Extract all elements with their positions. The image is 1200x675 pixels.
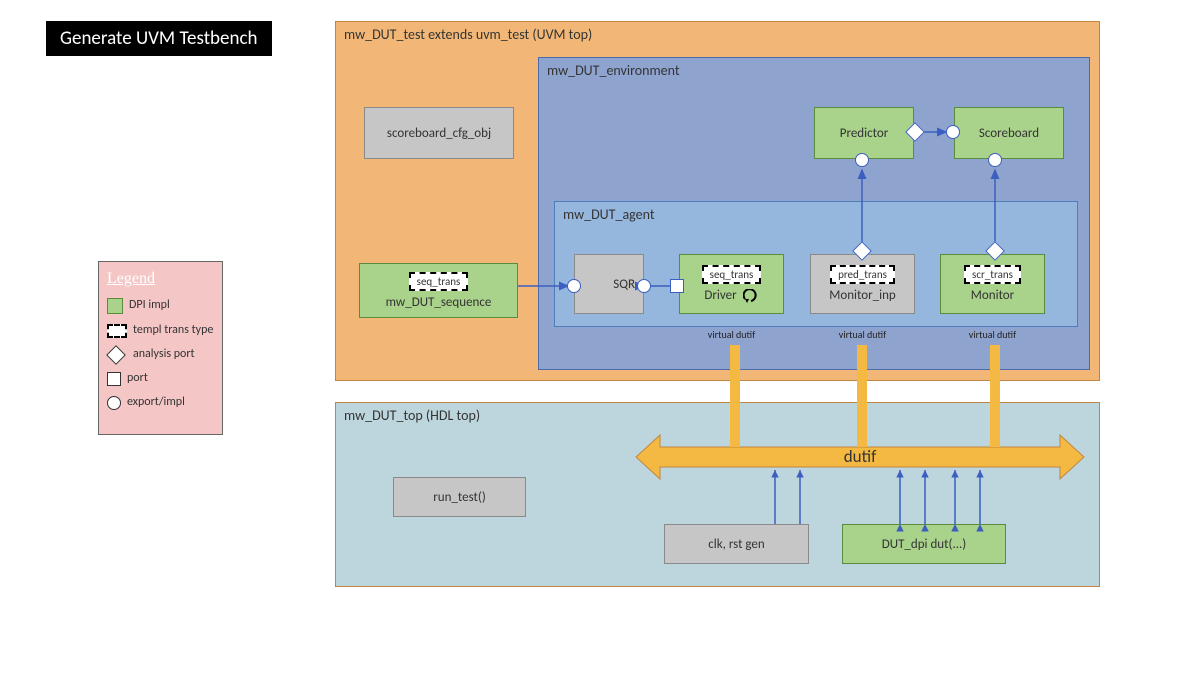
legend-square-icon xyxy=(107,372,121,386)
sqr-box: SQR xyxy=(574,254,644,314)
legend-dpi: DPI impl xyxy=(107,298,214,314)
sqr-label: SQR xyxy=(613,277,635,292)
predictor-box: Predictor xyxy=(814,107,914,159)
monitor-inp-trans: pred_trans xyxy=(830,265,895,284)
sqr-right-port xyxy=(637,279,651,293)
predictor-label: Predictor xyxy=(840,126,888,141)
monitor-inp-vif: virtual dutif xyxy=(810,328,915,341)
legend-dpi-label: DPI impl xyxy=(129,299,170,312)
legend-title: Legend xyxy=(107,270,214,288)
monitor-inp-box: pred_trans Monitor_inp xyxy=(810,254,915,314)
sqr-export-port xyxy=(567,279,581,293)
legend-circle-icon xyxy=(107,396,121,410)
legend-templ: templ trans type xyxy=(107,324,214,338)
monitor-trans: scr_trans xyxy=(964,265,1021,284)
scoreboard-cfg-box: scoreboard_cfg_obj xyxy=(364,107,514,159)
sequence-label: mw_DUT_sequence xyxy=(386,295,492,310)
driver-port xyxy=(670,279,684,293)
monitor-label: Monitor xyxy=(971,288,1014,303)
legend-dash-icon xyxy=(107,324,127,338)
env-label: mw_DUT_environment xyxy=(539,58,1089,83)
scoreboard-label: Scoreboard xyxy=(979,126,1039,141)
monitor-inp-label: Monitor_inp xyxy=(829,288,896,303)
scoreboard-export-bottom xyxy=(988,153,1002,167)
legend-green-icon xyxy=(107,298,123,314)
run-test-label: run_test() xyxy=(433,490,486,505)
legend-export-label: export/impl xyxy=(127,396,185,409)
legend-diamond-icon xyxy=(106,345,126,365)
driver-box: seq_trans Driver xyxy=(679,254,784,314)
legend-export: export/impl xyxy=(107,396,214,410)
run-test-box: run_test() xyxy=(393,477,526,517)
driver-vif: virtual dutif xyxy=(679,328,784,341)
dut-box: DUT_dpi dut(...) xyxy=(842,524,1006,564)
scoreboard-export-left xyxy=(946,125,960,139)
legend-analysis: analysis port xyxy=(107,348,214,362)
driver-loop-icon xyxy=(743,289,759,303)
uvm-top-label: mw_DUT_test extends uvm_test (UVM top) xyxy=(336,22,1099,47)
predictor-export-bottom xyxy=(855,153,869,167)
monitor-box: scr_trans Monitor xyxy=(940,254,1045,314)
legend-analysis-label: analysis port xyxy=(133,348,195,361)
driver-trans: seq_trans xyxy=(702,265,762,284)
dut-label: DUT_dpi dut(...) xyxy=(882,537,966,552)
monitor-vif: virtual dutif xyxy=(940,328,1045,341)
sequence-trans: seq_trans xyxy=(409,272,469,291)
scoreboard-box: Scoreboard xyxy=(954,107,1064,159)
sequence-box: seq_trans mw_DUT_sequence xyxy=(359,263,518,318)
clk-rst-label: clk, rst gen xyxy=(708,537,764,552)
page-title: Generate UVM Testbench xyxy=(46,21,272,56)
scoreboard-cfg-label: scoreboard_cfg_obj xyxy=(387,126,491,141)
legend-templ-label: templ trans type xyxy=(133,324,213,337)
hdl-top-label: mw_DUT_top (HDL top) xyxy=(336,403,1099,428)
legend-port-label: port xyxy=(127,372,148,385)
legend-port: port xyxy=(107,372,214,386)
agent-label: mw_DUT_agent xyxy=(555,202,1077,227)
clk-rst-box: clk, rst gen xyxy=(664,524,809,564)
driver-label: Driver xyxy=(704,288,736,303)
legend-box: Legend DPI impl templ trans type analysi… xyxy=(98,261,223,435)
